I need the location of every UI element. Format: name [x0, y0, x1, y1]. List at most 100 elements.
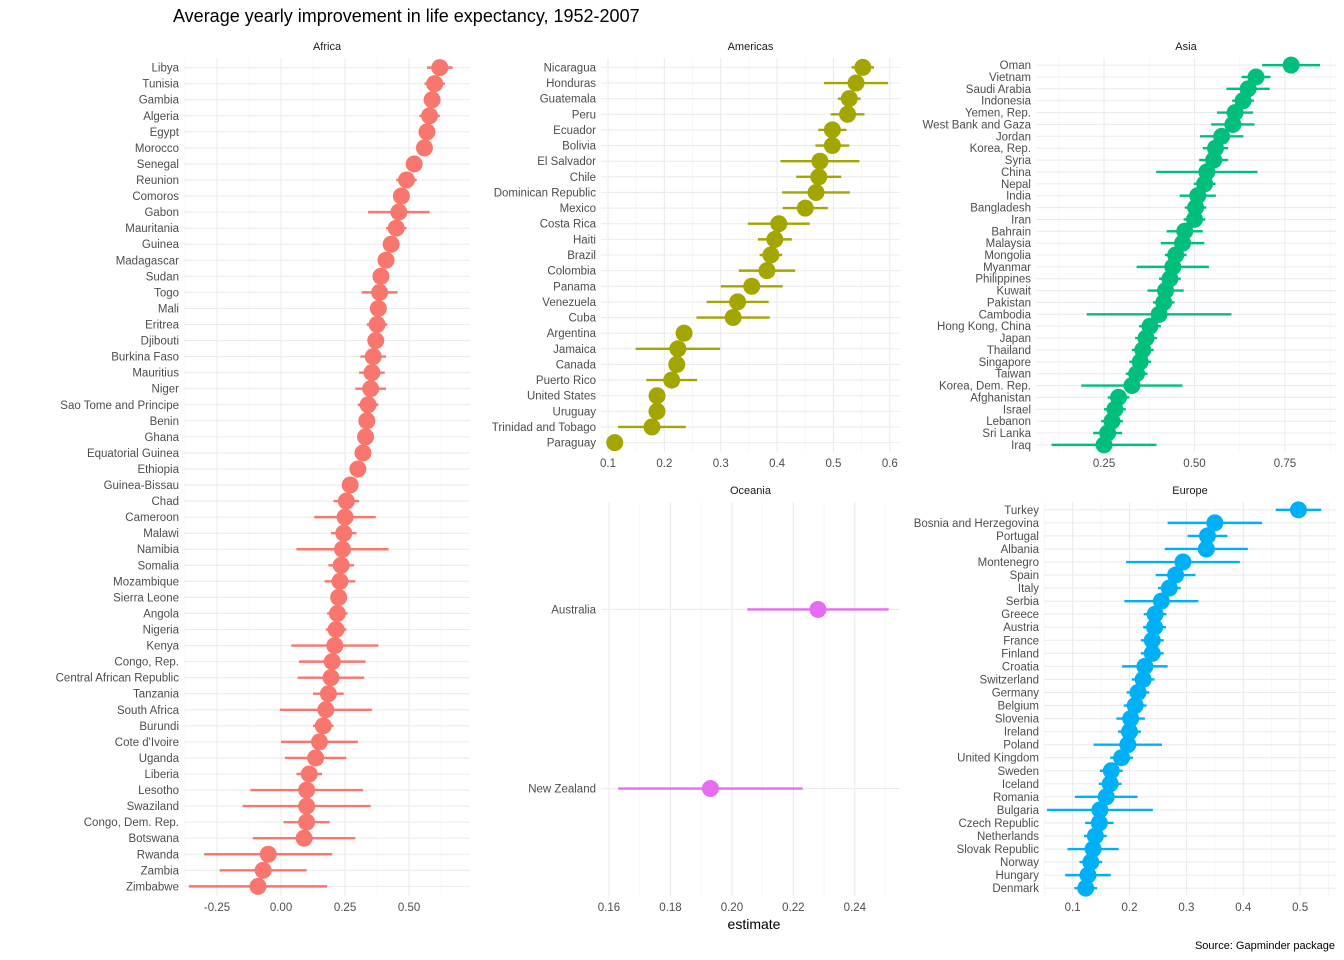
estimate-point: [758, 262, 776, 280]
estimate-point: [431, 59, 449, 77]
y-tick-label: Congo, Rep.: [114, 657, 179, 669]
y-tick-label: Syria: [1005, 155, 1032, 167]
y-tick-label: Swaziland: [127, 801, 179, 813]
estimate-point: [1079, 866, 1097, 884]
estimate-point: [648, 387, 666, 405]
y-tick-label: Vietnam: [989, 72, 1031, 84]
y-tick-label: Hungary: [996, 870, 1040, 882]
estimate-point: [295, 829, 313, 847]
estimate-point: [1123, 377, 1141, 395]
estimate-point: [314, 717, 332, 735]
x-tick-label: 0.50: [1183, 458, 1205, 470]
y-tick-label: Romania: [993, 792, 1040, 804]
x-tick-label: 0.22: [782, 902, 804, 914]
estimate-point: [766, 230, 784, 248]
estimate-point: [259, 845, 277, 863]
y-tick-label: Sweden: [997, 766, 1039, 778]
x-tick-label: 0.4: [1235, 902, 1252, 914]
y-tick-label: Uruguay: [553, 406, 597, 418]
y-tick-label: France: [1003, 635, 1039, 647]
estimate-point: [663, 371, 681, 389]
y-tick-label: Uganda: [139, 753, 180, 765]
y-tick-label: Bolivia: [562, 141, 596, 153]
x-tick-label: 0.25: [1093, 458, 1115, 470]
y-tick-label: Malawi: [143, 528, 179, 540]
y-tick-label: Australia: [551, 604, 596, 616]
estimate-point: [643, 418, 661, 436]
y-tick-label: Korea, Dem. Rep.: [939, 381, 1031, 393]
y-tick-label: Mozambique: [113, 576, 179, 588]
estimate-point: [1289, 501, 1307, 519]
estimate-point: [1186, 210, 1204, 228]
x-tick-label: 0.20: [721, 902, 743, 914]
y-tick-label: Togo: [154, 287, 179, 299]
x-tick-label: 0.25: [334, 902, 356, 914]
y-tick-label: Algeria: [143, 111, 179, 123]
estimate-point: [1084, 840, 1102, 858]
estimate-point: [839, 105, 857, 123]
y-tick-label: Pakistan: [987, 297, 1031, 309]
y-tick-label: Libya: [152, 63, 180, 75]
y-tick-label: China: [1001, 167, 1032, 179]
estimate-point: [382, 235, 400, 253]
estimate-point: [1143, 631, 1161, 649]
estimate-point: [1082, 853, 1100, 871]
y-tick-label: Yemen, Rep.: [965, 108, 1031, 120]
y-tick-label: Turkey: [1004, 505, 1039, 517]
x-tick-label: 0.2: [1122, 902, 1138, 914]
estimate-point: [1146, 618, 1164, 636]
y-tick-label: Bosnia and Herzegovina: [914, 518, 1040, 530]
y-tick-label: Czech Republic: [958, 818, 1039, 830]
estimate-point: [358, 412, 376, 430]
y-tick-label: Sudan: [146, 271, 179, 283]
y-tick-label: Mauritius: [132, 368, 179, 380]
estimate-point: [762, 246, 780, 264]
y-tick-label: Rwanda: [137, 849, 180, 861]
y-tick-label: Iceland: [1002, 779, 1039, 791]
estimate-point: [364, 348, 382, 366]
estimate-point: [300, 765, 318, 783]
x-tick-label: 0.5: [1292, 902, 1308, 914]
x-tick-label: 0.2: [656, 458, 672, 470]
estimate-point: [307, 749, 325, 767]
y-tick-label: Iraq: [1011, 440, 1031, 452]
y-tick-label: Mali: [158, 303, 179, 315]
estimate-point: [335, 524, 353, 542]
x-tick-label: 0.24: [844, 902, 867, 914]
facet-strip-label: Oceania: [730, 485, 772, 497]
y-tick-label: Israel: [1003, 404, 1031, 416]
y-tick-label: Finland: [1001, 648, 1039, 660]
estimate-point: [1077, 879, 1095, 897]
y-tick-label: Serbia: [1006, 596, 1040, 608]
estimate-point: [426, 75, 444, 93]
estimate-point: [377, 251, 395, 269]
y-tick-label: Angola: [143, 608, 179, 620]
y-tick-label: Ireland: [1004, 727, 1039, 739]
x-tick-label: 0.1: [600, 458, 616, 470]
y-tick-label: Iran: [1011, 214, 1031, 226]
y-tick-label: Madagascar: [116, 255, 179, 267]
y-tick-label: Guinea-Bissau: [104, 480, 179, 492]
estimate-point: [310, 733, 328, 751]
estimate-point: [362, 380, 380, 398]
y-tick-label: Philippines: [975, 274, 1031, 286]
estimate-point: [1206, 514, 1224, 532]
y-tick-label: Albania: [1001, 544, 1040, 556]
estimate-point: [1101, 775, 1119, 793]
estimate-point: [392, 187, 410, 205]
y-tick-label: United States: [527, 391, 596, 403]
y-tick-label: Bangladesh: [970, 203, 1031, 215]
estimate-point: [387, 219, 405, 237]
y-tick-label: Sierra Leone: [113, 592, 179, 604]
y-tick-label: Mauritania: [125, 223, 179, 235]
estimate-point: [1198, 527, 1216, 545]
estimate-point: [648, 402, 666, 420]
y-tick-label: Croatia: [1002, 661, 1040, 673]
y-tick-label: El Salvador: [537, 156, 596, 168]
estimate-point: [254, 861, 272, 879]
y-tick-label: Lebanon: [986, 416, 1031, 428]
y-tick-label: Niger: [152, 384, 180, 396]
y-tick-label: Venezuela: [542, 297, 596, 309]
